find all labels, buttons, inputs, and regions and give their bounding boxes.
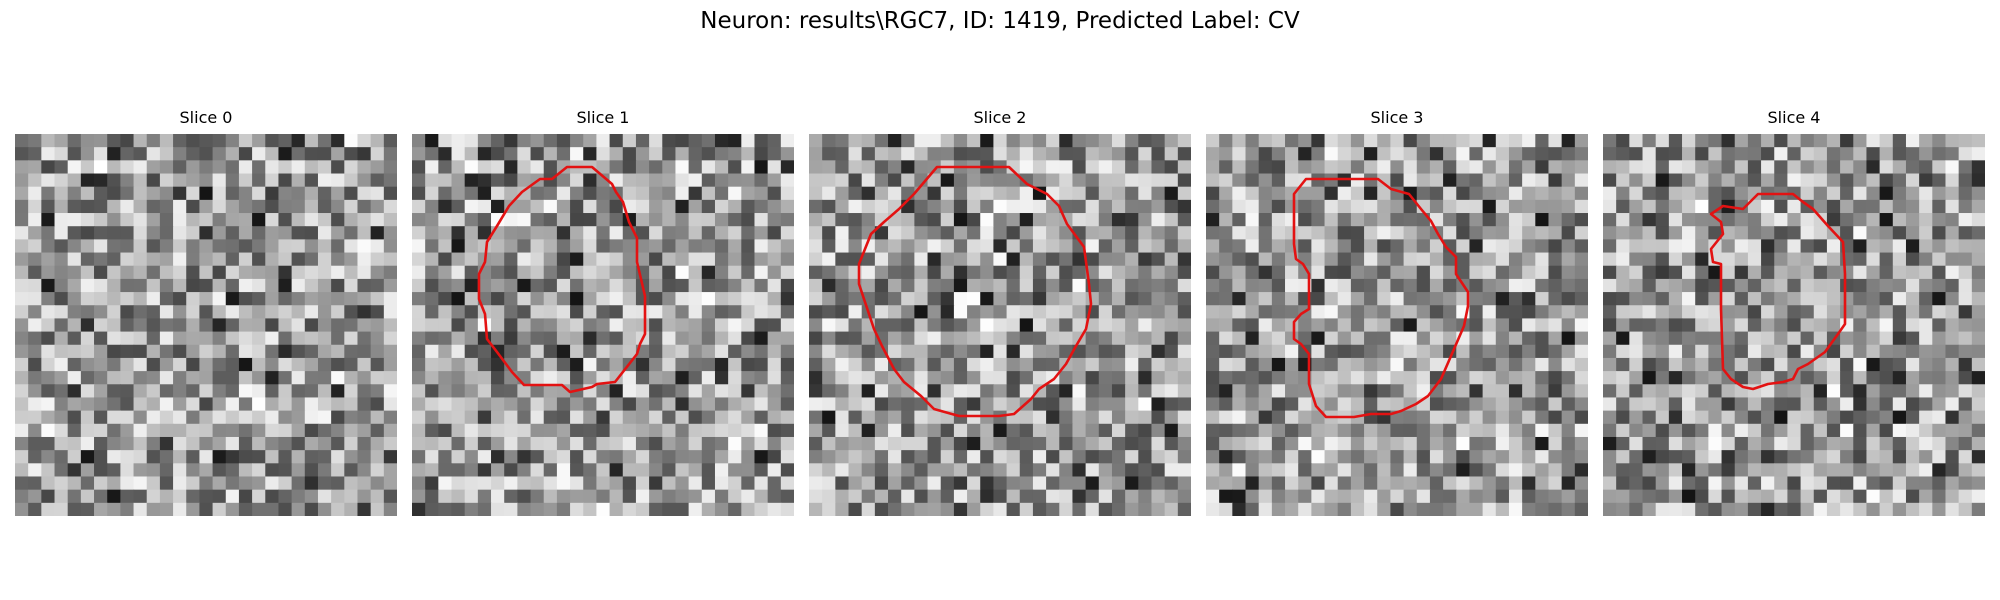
slice-title: Slice 1 bbox=[576, 108, 630, 127]
slice-image bbox=[1603, 134, 1985, 516]
pixel-grid bbox=[412, 134, 794, 516]
slice-title: Slice 0 bbox=[179, 108, 233, 127]
figure-title: Neuron: results\RGC7, ID: 1419, Predicte… bbox=[700, 8, 1300, 34]
slice-title: Slice 4 bbox=[1767, 108, 1821, 127]
pixel-cells bbox=[412, 134, 794, 516]
slice-image bbox=[15, 134, 397, 516]
pixel-cells bbox=[15, 134, 397, 516]
segmentation-contour bbox=[477, 165, 647, 394]
pixel-grid bbox=[1603, 134, 1985, 516]
pixel-grid bbox=[15, 134, 397, 516]
pixel-cells bbox=[1206, 134, 1588, 516]
pixel-grid bbox=[1206, 134, 1588, 516]
pixel-cells bbox=[1603, 134, 1985, 516]
segmentation-contour bbox=[1709, 192, 1847, 391]
segmentation-contour bbox=[1292, 177, 1470, 419]
pixel-grid bbox=[809, 134, 1191, 516]
slice-image bbox=[1206, 134, 1588, 516]
slice-title: Slice 3 bbox=[1370, 108, 1424, 127]
slice-image bbox=[412, 134, 794, 516]
pixel-cells bbox=[809, 134, 1191, 516]
slice-image bbox=[809, 134, 1191, 516]
segmentation-contour bbox=[857, 165, 1093, 418]
slice-title: Slice 2 bbox=[973, 108, 1027, 127]
